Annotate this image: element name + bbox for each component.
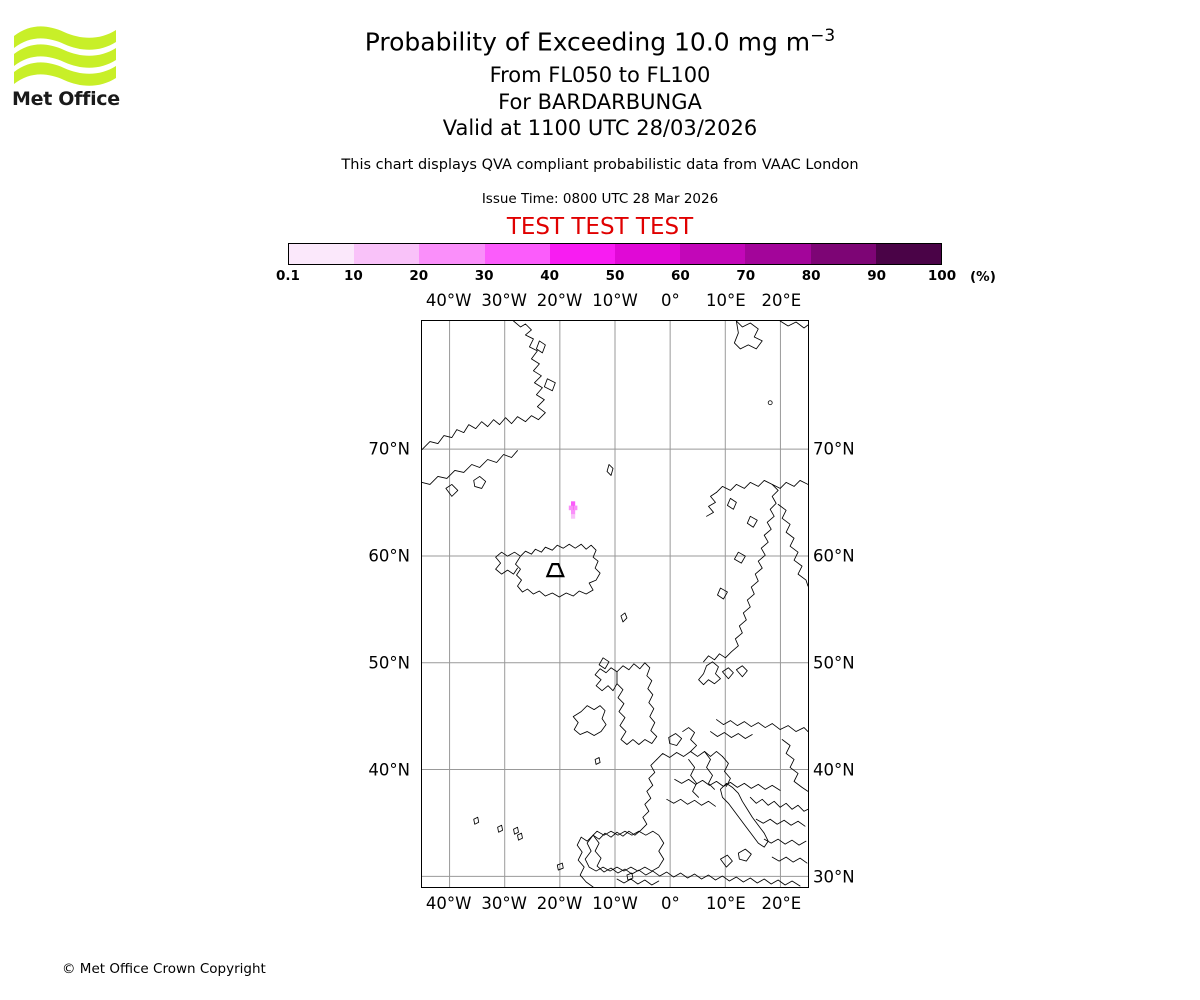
colorbar-tick-40: 40	[540, 268, 559, 284]
lon-label-10°E: 10°E	[706, 291, 746, 310]
colorbar-tick-70: 70	[736, 268, 756, 284]
latitude-axis-right: 70°N 60°N 50°N 40°N 30°N	[813, 0, 1013, 1000]
colorbar-tick-60: 60	[670, 268, 690, 284]
colorbar-band-4	[549, 244, 616, 264]
colorbar-tick-80: 80	[801, 268, 821, 284]
valid-time-subtitle: Valid at 1100 UTC 28/03/2026	[442, 116, 758, 140]
lon-label-20°E: 20°E	[761, 894, 802, 913]
lon-label-10°W: 10°W	[592, 894, 638, 913]
colorbar-band-1	[354, 244, 420, 264]
lon-label-20°W: 20°W	[536, 894, 583, 913]
longitude-axis-top: 40°W 30°W 20°W 10°W 0° 10°E 20°E	[0, 291, 1200, 313]
longitude-axis-bottom: 40°W 30°W 20°W 10°W 0° 10°E 20°E	[0, 894, 1200, 916]
lon-label-0°: 0°	[661, 894, 680, 913]
colorbar-band-9	[875, 244, 942, 264]
colorbar-band-8	[810, 244, 876, 264]
met-office-wordmark: Met Office	[12, 88, 120, 110]
latitude-axis-left: 70°N 60°N 50°N 40°N	[0, 0, 418, 1000]
lon-label-20°E: 20°E	[761, 291, 802, 310]
lon-label-10°W: 10°W	[592, 291, 638, 310]
plume-cell-1	[571, 505, 576, 511]
probability-colorbar	[288, 243, 942, 265]
colorbar-tick-20: 20	[409, 268, 429, 284]
lat-label-left-40: 40°N	[368, 760, 410, 780]
colorbar-tick-50: 50	[605, 268, 625, 284]
colorbar-band-5	[615, 244, 681, 264]
colorbar-band-6	[680, 244, 746, 264]
issue-time: Issue Time: 0800 UTC 28 Mar 2026	[481, 191, 719, 207]
colorbar-tick-90: 90	[867, 268, 886, 284]
lat-label-right-30: 30°N	[813, 867, 855, 887]
plume-cell-4	[568, 505, 573, 511]
colorbar-tick-labels: 0.1 10 20 30 40 50 60 70 80 90 100	[0, 268, 1200, 288]
coastlines	[422, 321, 808, 887]
plume-cell-2	[571, 509, 576, 515]
plume-cell-0	[571, 501, 576, 506]
lon-label-40°W: 40°W	[425, 894, 472, 913]
ash-concentration-map[interactable]	[421, 320, 809, 888]
map-gridlines	[422, 321, 808, 887]
volcano-triangle-marker	[545, 563, 565, 578]
colorbar-tick-10: 10	[343, 268, 363, 284]
lat-label-left-50: 50°N	[368, 653, 410, 673]
colorbar-tick-30: 30	[474, 268, 494, 284]
lon-label-30°W: 30°W	[481, 291, 527, 310]
colorbar-tick-100: 100	[927, 268, 957, 284]
lat-label-left-70: 70°N	[368, 439, 410, 459]
title-main-text: Probability of Exceeding 10.0 mg m	[364, 27, 811, 57]
colorbar-band-0	[289, 244, 355, 264]
page-title: Probability of Exceeding 10.0 mg m−3	[0, 26, 1200, 56]
volcano-subtitle: For BARDARBUNGA	[498, 90, 702, 114]
test-banner: TEST TEST TEST	[506, 214, 694, 240]
lat-label-right-60: 60°N	[813, 546, 855, 566]
ash-plume	[568, 501, 578, 519]
lon-label-40°W: 40°W	[425, 291, 472, 310]
lon-label-0°: 0°	[661, 291, 680, 310]
colorbar-band-2	[419, 244, 485, 264]
plume-cell-3	[573, 505, 578, 511]
plume-cell-5	[571, 514, 576, 519]
lon-label-10°E: 10°E	[706, 894, 746, 913]
colorbar-tick-0.1: 0.1	[276, 268, 300, 284]
title-exponent: −3	[810, 26, 836, 46]
lon-label-20°W: 20°W	[536, 291, 583, 310]
qva-note: This chart displays QVA compliant probab…	[341, 157, 859, 173]
flight-level-subtitle: From FL050 to FL100	[489, 63, 711, 87]
lat-label-right-50: 50°N	[813, 653, 855, 673]
met-office-logo	[12, 20, 122, 115]
colorbar-unit-label: (%)	[970, 269, 996, 285]
colorbar-band-3	[484, 244, 550, 264]
copyright-notice: © Met Office Crown Copyright	[62, 961, 266, 977]
lon-label-30°W: 30°W	[481, 894, 527, 913]
colorbar-band-7	[745, 244, 811, 264]
lat-label-right-40: 40°N	[813, 760, 855, 780]
lat-label-right-70: 70°N	[813, 439, 855, 459]
lat-label-left-60: 60°N	[368, 546, 410, 566]
